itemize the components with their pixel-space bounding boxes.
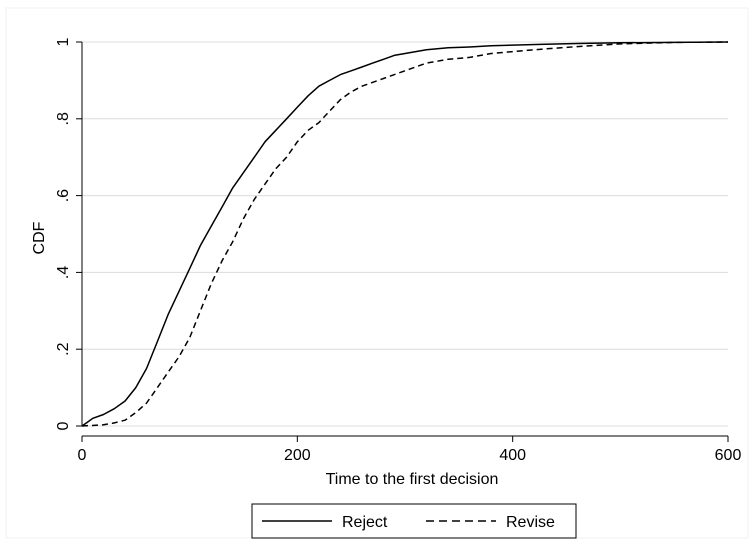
x-tick-label-2: 400 [499,447,526,464]
legend: Reject Revise [251,503,577,539]
series-layer [81,41,729,427]
legend-revise-label: Revise [506,514,555,531]
x-tick-label-1: 200 [284,447,311,464]
x-tick-label-3: 600 [715,447,742,464]
y-tick-label-2: .4 [55,266,72,279]
series-line-reject [81,41,729,427]
y-tick-label-1: .2 [55,342,72,355]
x-tick-label-0: 0 [78,447,87,464]
y-tick-label-3: .6 [55,189,72,202]
y-axis-title: CDF [31,221,48,254]
legend-reject-label: Reject [342,514,388,531]
axes: 0 .2 .4 .6 .8 1 0 200 400 600 [55,37,741,464]
gridlines [82,41,728,427]
x-axis-title: Time to the first decision [326,471,499,488]
y-tick-label-4: .8 [55,112,72,125]
series-line-revise [81,41,729,427]
y-tick-label-0: 0 [55,421,72,430]
y-tick-label-5: 1 [55,37,72,46]
